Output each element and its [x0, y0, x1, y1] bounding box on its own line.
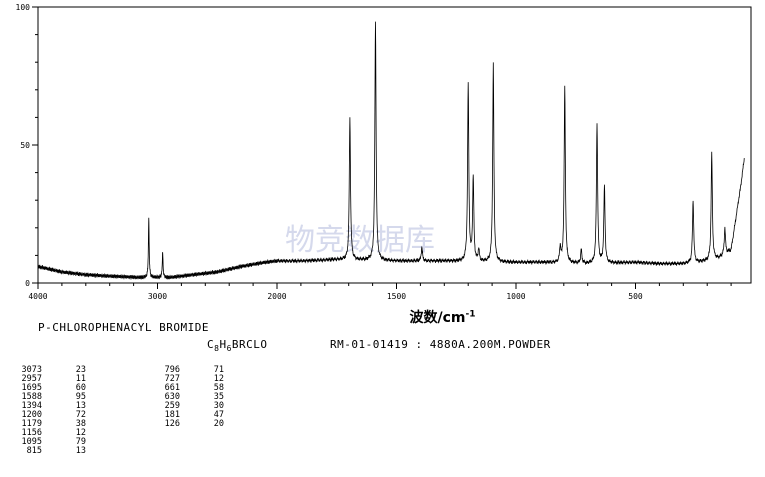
peak-wavenumber: 3073	[21, 365, 42, 375]
peak-table-row: 2957 11	[0, 375, 86, 384]
x-axis-label: 波数/cm-1	[409, 309, 476, 326]
peak-intensity: 72	[75, 410, 86, 420]
peak-wavenumber: 259	[164, 401, 180, 411]
peak-table-row: 259 30	[138, 402, 224, 411]
peak-intensity: 35	[213, 392, 224, 402]
peak-wavenumber: 1394	[21, 401, 42, 411]
peak-intensity: 79	[75, 437, 86, 447]
peak-intensity: 38	[75, 419, 86, 429]
axis-ticks: 4000 3000 2000 1500 1000 500 0 50 100	[16, 3, 732, 301]
peak-wavenumber: 1156	[21, 428, 42, 438]
peak-table-row: 3073 23	[0, 366, 86, 375]
peak-table-row: 1156 12	[0, 429, 86, 438]
peak-intensity: 95	[75, 392, 86, 402]
peak-table-row: 1200 72	[0, 411, 86, 420]
peak-wavenumber: 815	[26, 446, 42, 456]
peak-wavenumber: 1695	[21, 383, 42, 393]
peak-table-row: 181 47	[138, 411, 224, 420]
peak-table-row: 1588 95	[0, 393, 86, 402]
spectrum-trace	[37, 21, 745, 280]
peak-intensity: 23	[75, 365, 86, 375]
peak-wavenumber: 126	[164, 419, 180, 429]
peak-intensity: 30	[213, 401, 224, 411]
peak-table-row: 1695 60	[0, 384, 86, 393]
x-tick-label: 4000	[28, 292, 47, 301]
peak-table-row: 1179 38	[0, 420, 86, 429]
peak-wavenumber: 630	[164, 392, 180, 402]
peak-table-row: 630 35	[138, 393, 224, 402]
peak-intensity: 58	[213, 383, 224, 393]
measurement-method: RM-01-01419 : 4880A.200M.POWDER	[330, 338, 551, 351]
peak-intensity: 47	[213, 410, 224, 420]
peak-wavenumber: 1095	[21, 437, 42, 447]
peak-wavenumber: 1179	[21, 419, 42, 429]
peak-intensity: 13	[75, 401, 86, 411]
watermark-text: 物竞数据库	[285, 223, 435, 258]
peak-table-row: 796 71	[138, 366, 224, 375]
peak-table-row: 126 20	[138, 420, 224, 429]
peak-table-row: 1095 79	[0, 438, 86, 447]
peak-wavenumber: 1200	[21, 410, 42, 420]
peak-intensity: 12	[75, 428, 86, 438]
raman-spectrum-chart: 4000 3000 2000 1500 1000 500 0 50 100 物竞数据库	[16, 3, 752, 301]
peak-table-column-1: 3073 23 2957 11 1695 60 1588 95 1394 13 1200 72 1179…	[0, 366, 86, 456]
x-tick-label: 500	[628, 292, 643, 301]
peak-intensity: 20	[213, 419, 224, 429]
y-tick-label: 0	[25, 279, 30, 288]
peak-table-column-2: 796 71 727 12 661 58 630 35 259 30 181 47 126 20	[138, 366, 224, 429]
y-tick-label: 50	[20, 141, 30, 150]
peak-wavenumber: 2957	[21, 374, 42, 384]
x-tick-label: 3000	[148, 292, 167, 301]
peak-intensity: 71	[213, 365, 224, 375]
molecular-formula: C8H6BRCLO	[207, 338, 268, 354]
peak-table-row: 815 13	[0, 447, 86, 456]
x-tick-label: 1500	[387, 292, 406, 301]
peak-wavenumber: 181	[164, 410, 180, 420]
peak-intensity: 12	[213, 374, 224, 384]
compound-name: P-CHLOROPHENACYL BROMIDE	[38, 321, 209, 334]
peak-table-row: 661 58	[138, 384, 224, 393]
peak-intensity: 11	[75, 374, 86, 384]
peak-table-row: 1394 13	[0, 402, 86, 411]
peak-intensity: 13	[75, 446, 86, 456]
x-tick-label: 2000	[267, 292, 286, 301]
y-tick-label: 100	[16, 3, 31, 12]
peak-table-row: 727 12	[138, 375, 224, 384]
x-tick-label: 1000	[506, 292, 525, 301]
peak-wavenumber: 661	[164, 383, 180, 393]
peak-wavenumber: 727	[164, 374, 180, 384]
peak-wavenumber: 1588	[21, 392, 42, 402]
peak-wavenumber: 796	[164, 365, 180, 375]
peak-intensity: 60	[75, 383, 86, 393]
